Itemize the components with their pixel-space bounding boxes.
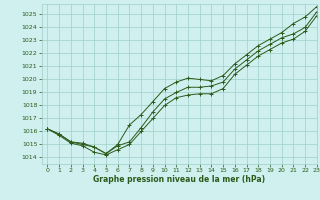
X-axis label: Graphe pression niveau de la mer (hPa): Graphe pression niveau de la mer (hPa) — [93, 175, 265, 184]
